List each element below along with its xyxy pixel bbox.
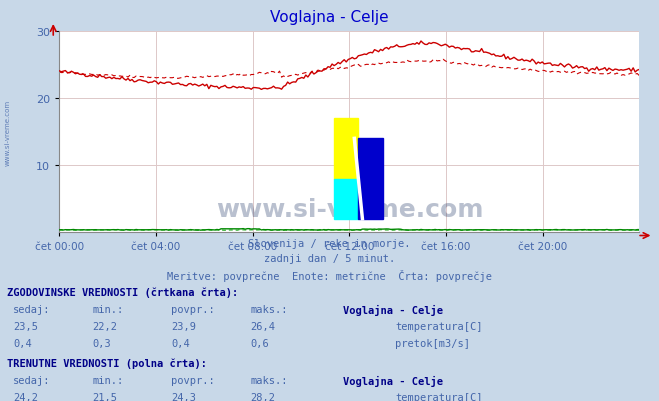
Text: 0,3: 0,3 (92, 338, 111, 348)
Text: www.si-vreme.com: www.si-vreme.com (5, 99, 11, 165)
Text: sedaj:: sedaj: (13, 304, 51, 314)
Text: min.:: min.: (92, 304, 123, 314)
Text: 21,5: 21,5 (92, 392, 117, 401)
Text: 0,4: 0,4 (171, 338, 190, 348)
Text: Voglajna - Celje: Voglajna - Celje (270, 10, 389, 25)
Text: temperatura[C]: temperatura[C] (395, 321, 483, 331)
Text: 23,9: 23,9 (171, 321, 196, 331)
Text: 24,2: 24,2 (13, 392, 38, 401)
Text: 22,2: 22,2 (92, 321, 117, 331)
Text: povpr.:: povpr.: (171, 375, 215, 385)
Text: povpr.:: povpr.: (171, 304, 215, 314)
Text: Meritve: povprečne  Enote: metrične  Črta: povprečje: Meritve: povprečne Enote: metrične Črta:… (167, 269, 492, 281)
Text: ZGODOVINSKE VREDNOSTI (črtkana črta):: ZGODOVINSKE VREDNOSTI (črtkana črta): (7, 287, 238, 297)
Text: maks.:: maks.: (250, 375, 288, 385)
Text: pretok[m3/s]: pretok[m3/s] (395, 338, 471, 348)
Text: temperatura[C]: temperatura[C] (395, 392, 483, 401)
Text: Voglajna - Celje: Voglajna - Celje (343, 375, 443, 386)
Text: 0,4: 0,4 (13, 338, 32, 348)
Text: Slovenija / reke in morje.: Slovenija / reke in morje. (248, 239, 411, 249)
Text: 0,6: 0,6 (250, 338, 269, 348)
Text: maks.:: maks.: (250, 304, 288, 314)
Text: TRENUTNE VREDNOSTI (polna črta):: TRENUTNE VREDNOSTI (polna črta): (7, 357, 206, 368)
Text: 26,4: 26,4 (250, 321, 275, 331)
Text: 24,3: 24,3 (171, 392, 196, 401)
Bar (358, 139, 383, 219)
Text: 28,2: 28,2 (250, 392, 275, 401)
Text: zadnji dan / 5 minut.: zadnji dan / 5 minut. (264, 254, 395, 264)
Bar (334, 119, 358, 179)
Text: www.si-vreme.com: www.si-vreme.com (217, 197, 484, 221)
Text: sedaj:: sedaj: (13, 375, 51, 385)
Text: Voglajna - Celje: Voglajna - Celje (343, 304, 443, 315)
Text: 23,5: 23,5 (13, 321, 38, 331)
Bar (334, 179, 358, 219)
Text: min.:: min.: (92, 375, 123, 385)
